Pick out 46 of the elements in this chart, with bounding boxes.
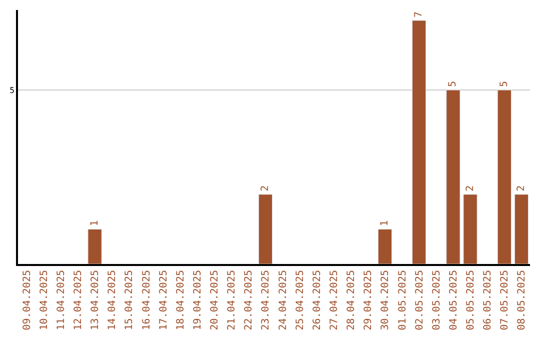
x-tick-label: 28.04.2025 <box>346 270 358 330</box>
x-tick-label: 02.05.2025 <box>414 270 426 330</box>
x-tick-label: 03.05.2025 <box>431 270 442 330</box>
x-tick-label: 22.04.2025 <box>244 270 255 330</box>
x-tick-label: 05.05.2025 <box>466 270 477 330</box>
x-tick-label: 12.04.2025 <box>72 270 84 330</box>
x-tick-label: 30.04.2025 <box>380 270 392 330</box>
x-tick-label: 07.05.2025 <box>500 270 511 330</box>
x-tick-label: 27.04.2025 <box>328 270 340 330</box>
x-tick-label: 24.04.2025 <box>278 270 289 330</box>
bar <box>463 194 478 264</box>
x-tick-label: 25.04.2025 <box>294 270 306 330</box>
bar <box>514 194 529 264</box>
data-label: 1 <box>379 220 390 226</box>
x-tick-label: 15.04.2025 <box>124 270 136 330</box>
x-tick-label: 08.05.2025 <box>516 270 528 330</box>
data-label: 2 <box>260 185 271 192</box>
bar <box>258 194 273 264</box>
x-tick-label: 11.04.2025 <box>56 270 67 330</box>
x-tick-label: 01.05.2025 <box>397 270 408 330</box>
data-label: 1 <box>89 220 100 226</box>
x-tick-label: 10.04.2025 <box>38 270 50 330</box>
x-tick-label: 17.04.2025 <box>158 270 170 330</box>
x-tick-label: 18.04.2025 <box>175 270 186 330</box>
data-label: 7 <box>414 11 425 18</box>
bar <box>412 20 426 264</box>
x-tick-label: 16.04.2025 <box>141 270 152 330</box>
x-tick-label: 06.05.2025 <box>482 270 494 330</box>
bar <box>497 90 512 264</box>
data-label: 2 <box>516 185 527 192</box>
data-label: 2 <box>464 185 476 192</box>
x-tick-label: 04.05.2025 <box>448 270 460 330</box>
bar <box>446 90 460 264</box>
data-label: 5 <box>448 81 459 88</box>
bar <box>88 228 102 264</box>
x-tick-label: 13.04.2025 <box>90 270 102 330</box>
bar <box>378 228 392 264</box>
x-tick-label: 26.04.2025 <box>312 270 323 330</box>
x-tick-label: 23.04.2025 <box>260 270 272 330</box>
data-label: 5 <box>498 81 510 88</box>
x-tick-label: 09.04.2025 <box>22 270 33 330</box>
x-tick-label: 14.04.2025 <box>107 270 118 330</box>
x-tick-label: 20.04.2025 <box>210 270 221 330</box>
x-tick-label: 29.04.2025 <box>363 270 374 330</box>
x-tick-label: 19.04.2025 <box>192 270 204 330</box>
x-tick-label: 21.04.2025 <box>226 270 238 330</box>
